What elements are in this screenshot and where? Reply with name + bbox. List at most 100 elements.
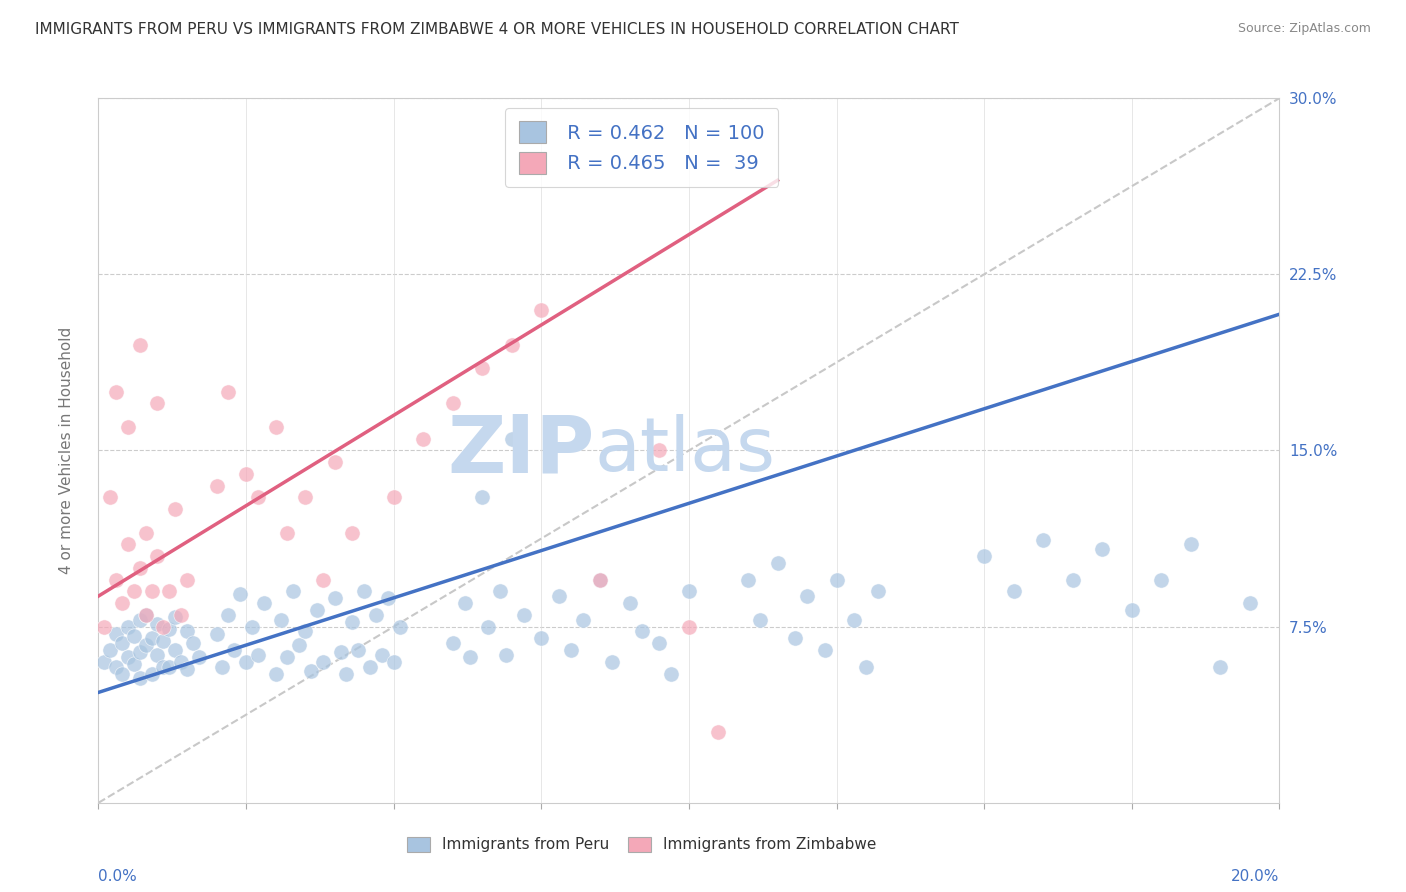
Point (347, 643, 370, 657)
Point (246, 491, 269, 505)
Point (211, 659, 233, 673)
Text: atlas: atlas (595, 414, 776, 487)
Point (165, 610, 187, 624)
Point (342, 615, 364, 629)
Point (441, 396, 464, 410)
Point (453, 596, 475, 610)
Point (235, 655, 257, 669)
Point (105, 573, 128, 587)
Point (253, 596, 276, 610)
Point (128, 337, 150, 351)
Point (111, 636, 134, 650)
Point (187, 650, 209, 665)
Point (1180, 537, 1202, 551)
Point (246, 648, 269, 662)
Point (240, 619, 263, 633)
Point (501, 432, 523, 446)
Point (678, 619, 700, 633)
Point (855, 659, 877, 673)
Point (128, 561, 150, 575)
Point (165, 643, 187, 657)
Point (176, 573, 198, 587)
Point (512, 607, 534, 622)
Point (495, 648, 517, 662)
Point (460, 650, 482, 665)
Point (364, 607, 387, 622)
Point (117, 420, 139, 434)
Point (1239, 596, 1261, 610)
Point (117, 619, 139, 633)
Point (117, 537, 139, 551)
Point (176, 662, 198, 676)
Point (205, 626, 228, 640)
Point (1150, 573, 1173, 587)
Point (548, 589, 571, 603)
Point (1209, 659, 1232, 673)
Text: Source: ZipAtlas.com: Source: ZipAtlas.com (1237, 22, 1371, 36)
Point (122, 584, 145, 599)
Point (152, 659, 174, 673)
Point (152, 619, 174, 633)
Point (93, 619, 115, 633)
Point (146, 549, 169, 564)
Text: 20.0%: 20.0% (1232, 869, 1279, 884)
Point (105, 626, 128, 640)
Point (117, 650, 139, 665)
Point (501, 337, 523, 351)
Point (157, 659, 180, 673)
Point (294, 624, 316, 639)
Point (678, 584, 700, 599)
Point (1121, 603, 1143, 617)
Point (707, 725, 730, 739)
Point (489, 584, 512, 599)
Point (471, 361, 494, 376)
Point (176, 624, 198, 639)
Point (589, 573, 612, 587)
Point (323, 591, 346, 606)
Point (371, 648, 394, 662)
Point (229, 587, 252, 601)
Point (1091, 542, 1114, 557)
Point (560, 643, 582, 657)
Point (98, 643, 121, 657)
Point (157, 622, 180, 636)
Point (312, 655, 335, 669)
Point (973, 549, 995, 564)
Point (844, 613, 866, 627)
Point (589, 573, 612, 587)
Point (276, 525, 298, 540)
Point (377, 591, 399, 606)
Point (111, 666, 134, 681)
Point (294, 491, 316, 505)
Point (128, 671, 150, 685)
Point (471, 491, 494, 505)
Point (93, 655, 115, 669)
Point (619, 596, 641, 610)
Point (766, 556, 789, 570)
Point (659, 666, 682, 681)
Point (342, 525, 364, 540)
Point (382, 655, 405, 669)
Point (353, 584, 375, 599)
Point (288, 639, 311, 653)
Point (329, 645, 352, 659)
Point (135, 607, 157, 622)
Point (276, 650, 298, 665)
Point (1002, 584, 1025, 599)
Point (737, 573, 759, 587)
Point (814, 643, 837, 657)
Point (157, 584, 180, 599)
Point (141, 584, 163, 599)
Point (217, 384, 239, 399)
Point (648, 443, 671, 458)
Point (122, 657, 145, 672)
Point (796, 589, 818, 603)
Point (135, 607, 157, 622)
Point (165, 502, 187, 516)
Point (105, 659, 128, 673)
Point (477, 619, 499, 633)
Point (217, 607, 239, 622)
Point (1062, 573, 1084, 587)
Point (825, 573, 848, 587)
Point (224, 643, 246, 657)
